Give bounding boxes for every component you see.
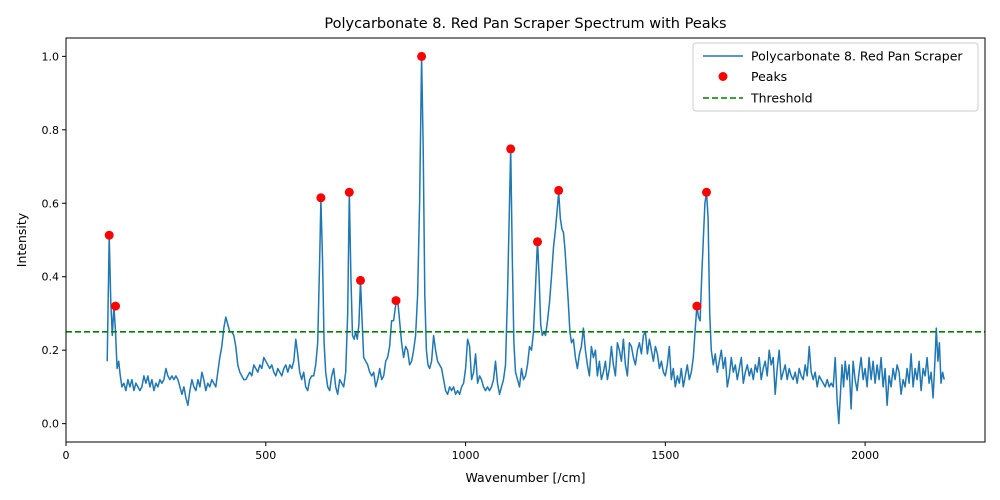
chart-title: Polycarbonate 8. Red Pan Scraper Spectru…	[324, 16, 726, 32]
y-tick-label: 1.0	[42, 50, 60, 63]
peak-marker	[554, 185, 564, 195]
peak-marker	[344, 187, 354, 197]
peak-marker	[702, 187, 711, 197]
x-tick-label: 2000	[851, 449, 879, 462]
x-axis-label: Wavenumber [/cm]	[465, 470, 585, 485]
legend-label-threshold: Threshold	[750, 91, 813, 106]
peak-marker	[417, 51, 427, 61]
y-axis-label: Intensity	[14, 212, 29, 267]
peak-markers	[104, 51, 711, 311]
x-tick-label: 0	[63, 449, 70, 462]
y-tick-label: 0.8	[42, 124, 60, 137]
y-tick-label: 0.2	[42, 344, 60, 357]
x-axis-ticks: 0 500 1000 1500 2000	[63, 442, 879, 462]
legend-box	[692, 42, 979, 112]
x-tick-label: 500	[255, 449, 276, 462]
peak-marker	[104, 230, 114, 240]
y-tick-label: 0.6	[42, 197, 60, 210]
x-tick-label: 1500	[651, 449, 679, 462]
legend-label-spectrum: Polycarbonate 8. Red Pan Scraper	[751, 49, 963, 64]
peak-marker	[356, 275, 365, 285]
y-tick-label: 0.0	[42, 418, 60, 431]
plot-series	[66, 51, 985, 425]
peak-marker	[111, 301, 120, 311]
y-tick-label: 0.4	[42, 271, 60, 284]
peak-marker	[692, 301, 702, 311]
legend: Polycarbonate 8. Red Pan Scraper Peaks T…	[692, 42, 979, 112]
y-axis-ticks: 0.0 0.2 0.4 0.6 0.8 1.0	[42, 50, 66, 431]
x-tick-label: 1000	[452, 449, 480, 462]
peak-marker	[533, 237, 542, 247]
legend-peak-sample	[718, 72, 728, 81]
spectrum-line	[106, 55, 945, 425]
peak-marker	[506, 144, 516, 154]
legend-label-peaks: Peaks	[751, 69, 787, 84]
peak-marker	[391, 296, 401, 306]
plot-frame	[65, 37, 986, 443]
peak-marker	[316, 193, 326, 203]
